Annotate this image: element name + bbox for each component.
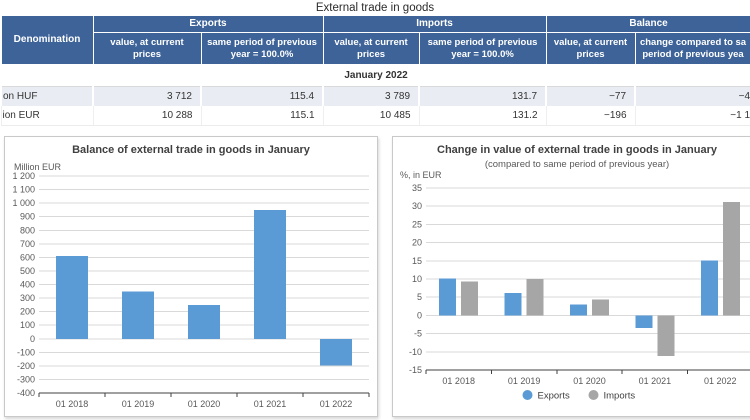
bar-imports-01-2019 [526,279,544,316]
y-tick-label: 500 [20,266,35,276]
col-header-denomination: Denomination [0,15,94,65]
y-tick-label: -400 [17,388,35,398]
legend-dot-exports [522,390,533,400]
y-tick-label: -15 [409,365,422,375]
y-tick-label: 800 [20,225,35,235]
x-tick-label: 01 2020 [188,399,221,409]
y-tick-label: 1 000 [12,198,35,208]
table-group-header-row: Denomination Exports Imports Balance [0,15,750,65]
period-row: January 2022 [1,64,750,87]
col-header-imports-index: same period of previous year = 100.0% [418,32,547,65]
change-chart-plot: 35 30 25 20 15 10 5 0 -5 -10 -15 01 2018 01 2019 01 2… [409,183,750,402]
y-tick-label: 300 [20,293,35,303]
legend-label-imports: Imports [604,391,636,402]
y-tick-label: 600 [20,252,35,262]
y-tick-label: 5 [417,292,422,302]
col-header-exports-index: same period of previous year = 100.0% [200,32,324,65]
external-trade-table: Denomination Exports Imports Balance val… [0,15,750,126]
cell-exports-value: 10 288 [92,106,201,126]
bar-imports-01-2021 [657,315,675,356]
y-tick-label: 100 [20,320,35,330]
period-label: January 2022 [1,64,750,87]
change-chart-title: Change in value of external trade in goo… [437,144,717,156]
table-row-eur: ion EUR 10 288 115.1 10 485 131.2 −196 −… [0,106,750,126]
bar-exports-01-2020 [570,304,587,316]
y-tick-label: 35 [412,183,422,193]
cell-exports-index: 115.4 [199,86,324,106]
y-tick-label: 1 200 [12,171,35,181]
y-tick-label: 900 [20,212,35,222]
col-header-balance-value: value, at current prices [545,32,636,65]
y-tick-label: -300 [17,374,35,384]
table-row-huf: on HUF 3 712 115.4 3 789 131.7 −77 −4 [0,86,750,106]
cell-imports-index: 131.2 [418,106,547,126]
cell-imports-index: 131.7 [418,86,547,106]
bar-balance-01-2020 [188,304,220,339]
y-tick-label: 30 [412,201,422,211]
col-group-imports: Imports [322,15,547,33]
y-tick-label: -5 [414,329,422,339]
col-group-balance: Balance [545,15,750,33]
cell-denomination: on HUF [0,86,93,106]
bar-exports-01-2022 [700,260,718,316]
x-tick-label: 01 2019 [508,376,541,386]
bar-balance-01-2019 [122,291,154,339]
col-header-imports-value: value, at current prices [322,32,420,65]
bar-imports-01-2018 [461,281,479,316]
col-group-exports: Exports [92,15,324,33]
y-tick-label: 1 100 [12,185,35,195]
bar-balance-01-2022 [320,338,352,366]
change-chart-subtitle: (compared to same period of previous yea… [484,159,670,170]
balance-chart-plot: 1 200 1 100 1 000 900 800 700 600 500 400 300 200 1… [12,171,370,409]
y-tick-label: -10 [409,347,422,357]
x-tick-label: 01 2020 [573,376,606,386]
col-header-balance-change: change compared to sa period of previous… [634,32,750,65]
y-tick-label: 20 [412,238,422,248]
bar-balance-01-2018 [56,256,88,339]
y-tick-label: 25 [412,219,422,229]
legend-label-exports: Exports [538,391,570,402]
cell-exports-index: 115.1 [200,106,324,126]
x-tick-label: 01 2019 [122,399,155,409]
table-sub-header-row: value, at current prices same period of … [1,32,750,65]
cell-balance-value: −196 [545,106,636,126]
bar-imports-01-2022 [722,201,740,316]
cell-exports-value: 3 712 [92,86,201,106]
y-tick-label: 700 [20,239,35,249]
y-tick-label: -100 [17,347,35,357]
change-chart-panel: Change in value of external trade in goo… [392,136,750,417]
y-tick-label: 200 [20,307,35,317]
x-tick-label: 01 2018 [442,376,475,386]
bar-exports-01-2018 [439,278,457,316]
balance-chart-title: Balance of external trade in goods in Ja… [72,144,310,156]
bar-imports-01-2020 [592,299,609,316]
x-tick-label: 01 2022 [704,376,737,386]
x-tick-label: 01 2022 [320,399,353,409]
y-tick-label: 10 [412,274,422,284]
x-tick-label: 01 2021 [254,399,287,409]
x-tick-label: 01 2018 [56,399,89,409]
page-title: External trade in goods [315,2,435,14]
cell-balance-change: −1 1 [634,106,750,126]
cell-balance-value: −77 [545,86,636,106]
cell-imports-value: 3 789 [322,86,420,106]
cell-imports-value: 10 485 [322,106,420,126]
y-tick-label: 15 [412,256,422,266]
balance-chart-y-axis-label: Million EUR [14,162,62,172]
legend-dot-imports [588,390,599,400]
bar-exports-01-2019 [504,293,522,316]
y-tick-label: 0 [30,334,35,344]
y-tick-label: -200 [17,361,35,371]
cell-denomination: ion EUR [0,106,93,126]
y-tick-label: 0 [417,310,422,320]
change-chart-y-axis-label: %, in EUR [400,170,442,180]
y-tick-label: 400 [20,280,35,290]
bar-exports-01-2021 [635,315,653,329]
balance-chart-panel: Balance of external trade in goods in Ja… [4,136,378,417]
x-tick-label: 01 2021 [639,376,672,386]
cell-balance-change: −4 [634,86,750,106]
col-header-exports-value: value, at current prices [92,32,202,65]
bar-balance-01-2021 [254,209,286,339]
